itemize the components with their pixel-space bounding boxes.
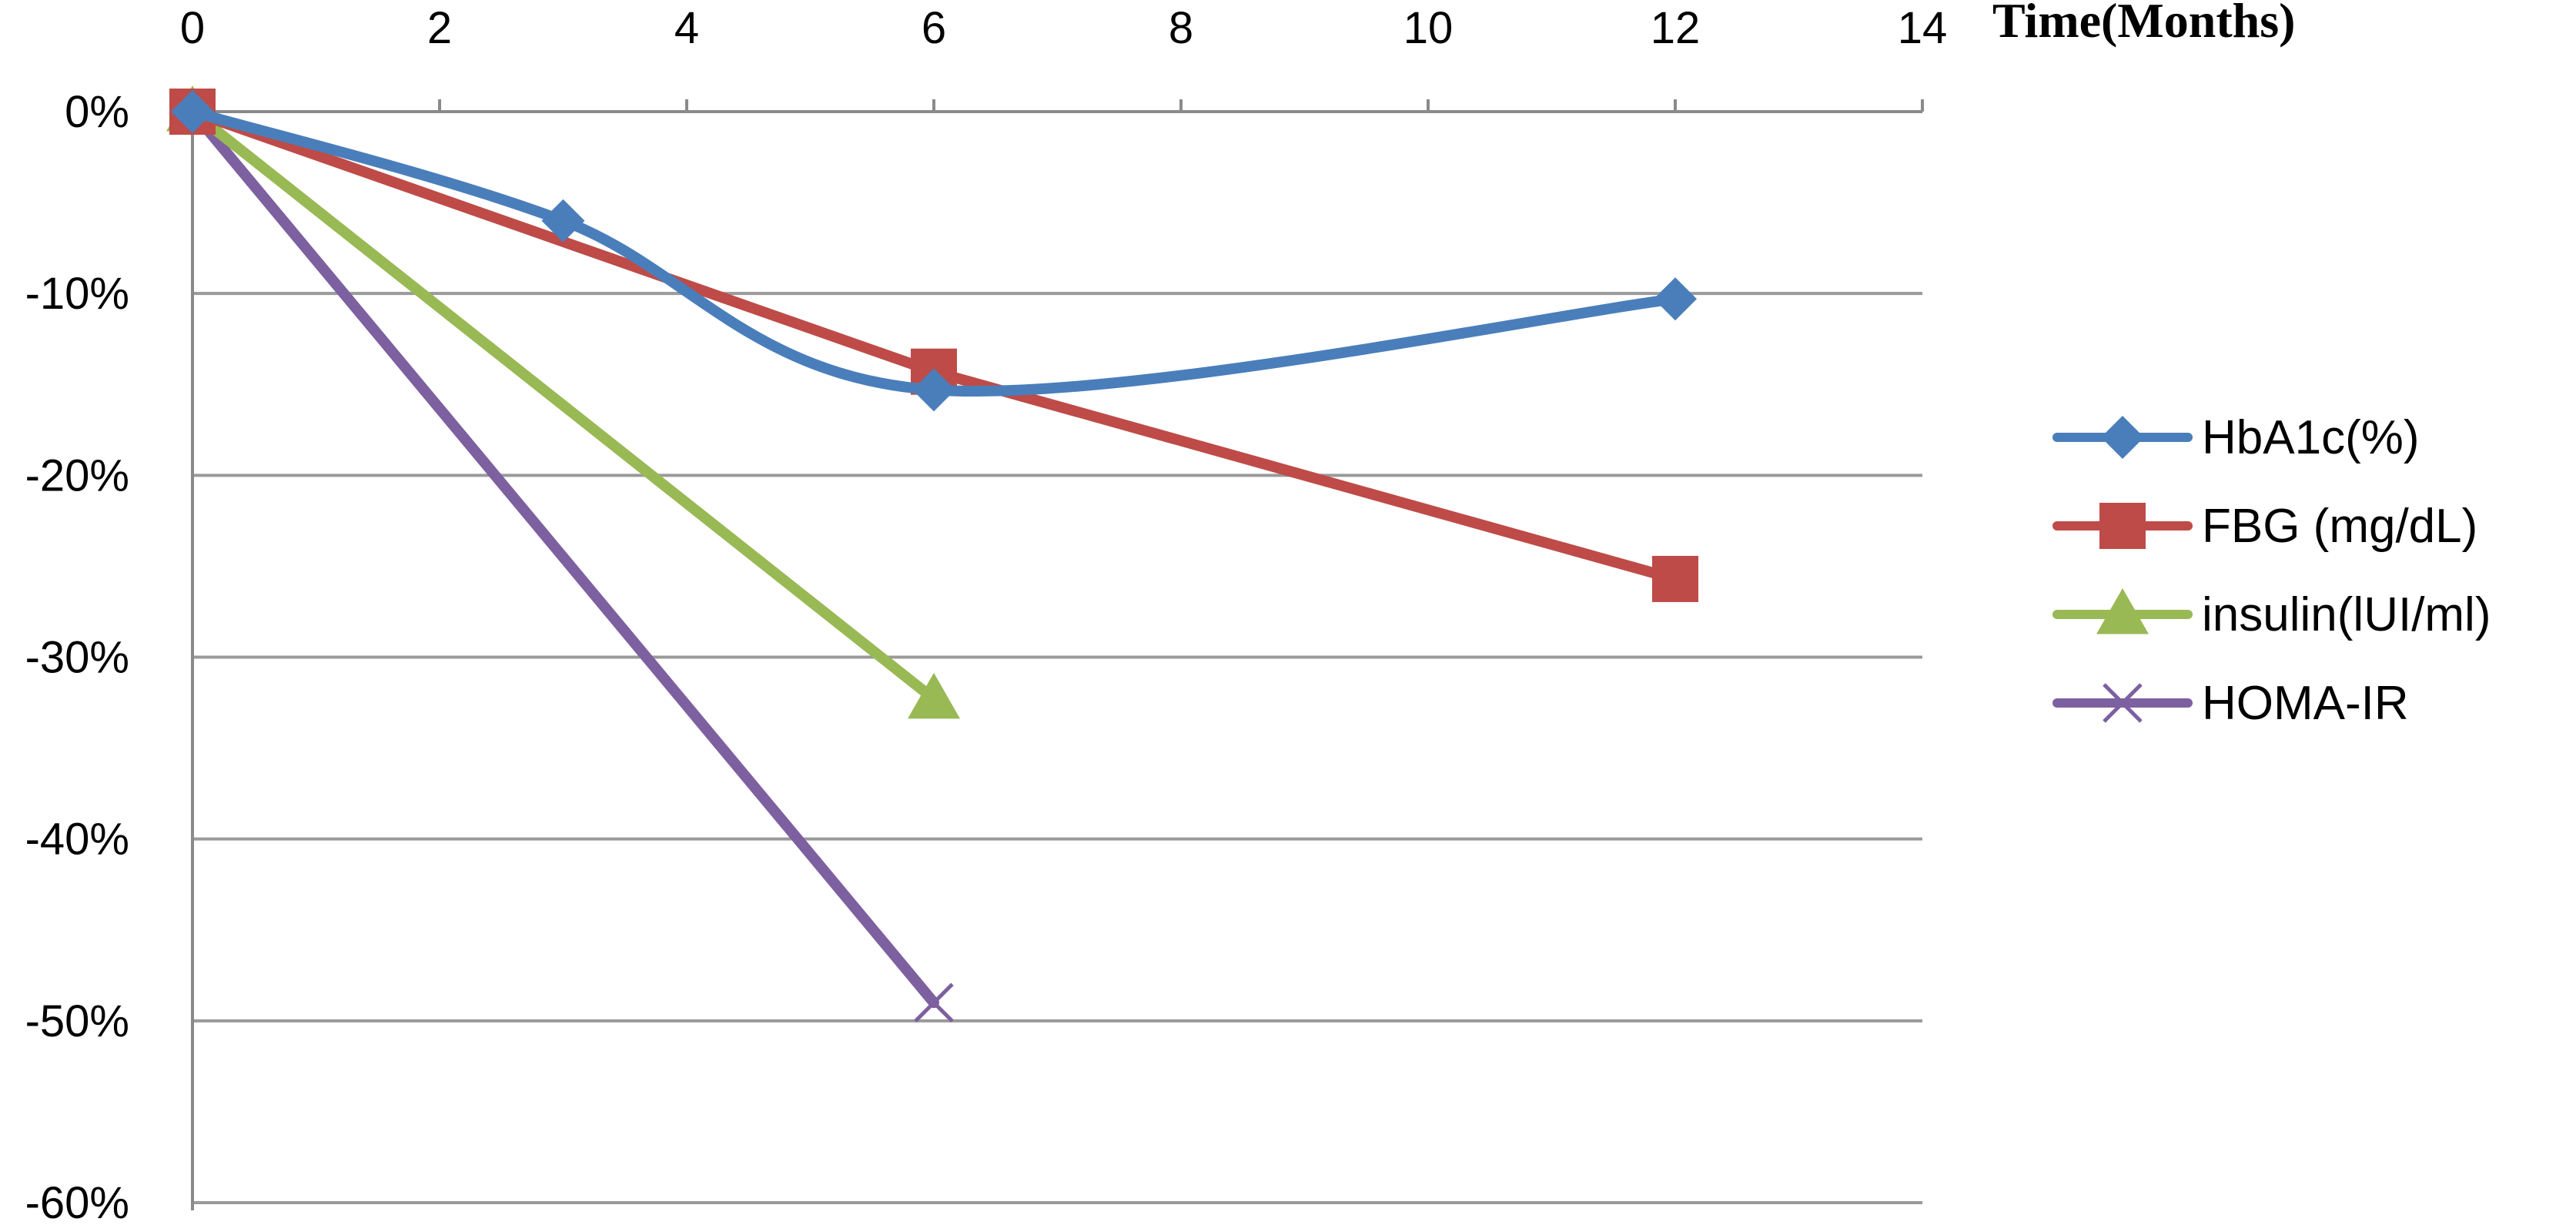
y-tick-label: -10% (25, 269, 129, 319)
x-tick-labels: 0 2 4 6 8 10 12 14 (180, 3, 1947, 53)
data-point-marker (912, 368, 955, 412)
x-axis-title: Time(Months) (1992, 0, 2295, 48)
x-tick-label: 2 (427, 3, 452, 53)
axes (191, 99, 1924, 1210)
data-point-marker (914, 982, 954, 1023)
x-tick-label: 6 (922, 3, 946, 53)
series-line (187, 106, 939, 1009)
legend-swatch-marker (2103, 683, 2143, 723)
x-tick-label: 12 (1651, 3, 1701, 53)
marker-stroke (914, 982, 954, 1023)
legend-item: HbA1c(%) (2052, 411, 2420, 464)
data-point-marker (1652, 555, 1698, 602)
series-triangle (166, 85, 960, 719)
x-tick-label: 8 (1169, 3, 1193, 53)
legend-label: FBG (mg/dL) (2202, 500, 2477, 553)
marker-stroke (2103, 683, 2143, 723)
gridlines (192, 292, 1922, 1204)
x-tick-label: 14 (1898, 3, 1948, 53)
data-point-marker (908, 672, 960, 719)
y-tick-label: -30% (25, 633, 129, 683)
legend: HbA1c(%) FBG (mg/dL) insulin(lUI/ml) HOMA-I… (2052, 411, 2491, 730)
series-lines (166, 85, 1698, 1023)
y-tick-label: -20% (25, 450, 129, 500)
x-tick-label: 4 (674, 3, 699, 53)
legend-item: insulin(lUI/ml) (2052, 588, 2491, 641)
data-point-marker (541, 199, 585, 243)
legend-swatch-marker (2099, 503, 2146, 549)
y-tick-label: -50% (25, 996, 129, 1046)
legend-item: HOMA-IR (2052, 677, 2409, 730)
y-tick-label: 0% (65, 87, 129, 137)
legend-swatch-marker (2101, 416, 2144, 459)
x-tick-label: 0 (180, 3, 205, 53)
y-tick-label: -40% (25, 815, 129, 865)
data-point-marker (171, 90, 214, 133)
y-tick-labels: 0% -10% -20% -30% -40% -50% -60% (25, 87, 129, 1225)
series-line (187, 106, 1681, 584)
x-tick-label: 10 (1403, 3, 1454, 53)
legend-swatch-marker (2096, 588, 2149, 634)
legend-label: HbA1c(%) (2202, 411, 2420, 464)
series-diamond (171, 90, 1697, 412)
legend-item: FBG (mg/dL) (2052, 500, 2477, 553)
series-line (187, 106, 1681, 397)
legend-label: insulin(lUI/ml) (2202, 588, 2491, 641)
data-point-marker (1654, 277, 1697, 321)
y-tick-label: -60% (25, 1178, 129, 1225)
series-line (187, 106, 939, 705)
legend-label: HOMA-IR (2202, 677, 2409, 730)
